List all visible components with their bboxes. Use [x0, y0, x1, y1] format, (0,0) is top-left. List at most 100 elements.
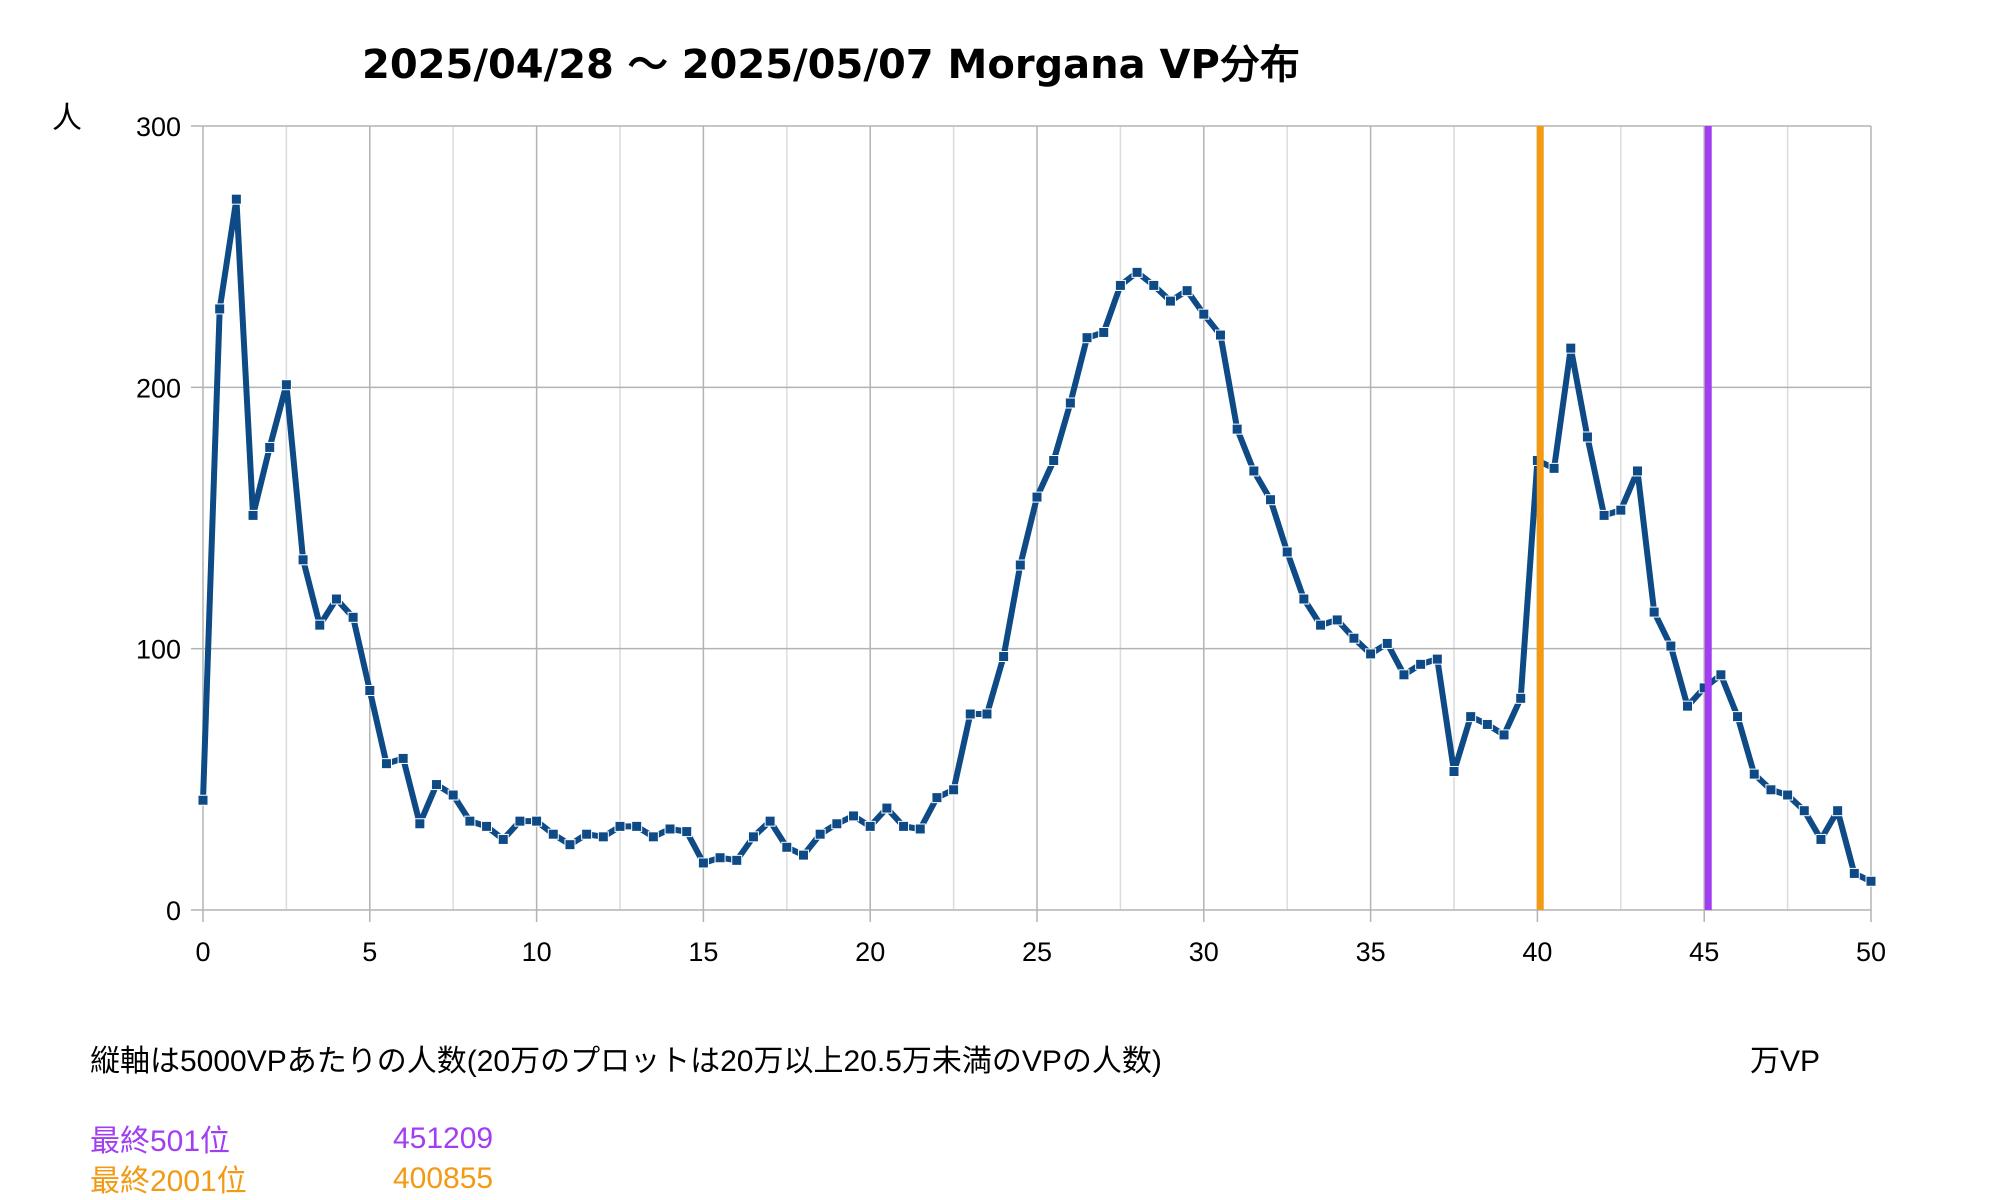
data-point — [564, 839, 576, 851]
legend-value-rank-501: 451209 — [393, 1122, 494, 1155]
data-point — [948, 784, 960, 796]
data-point — [1315, 619, 1327, 631]
data-point — [747, 831, 759, 843]
data-point — [531, 815, 543, 827]
data-point — [1348, 632, 1360, 644]
data-point — [1415, 658, 1427, 670]
data-point — [230, 193, 242, 205]
data-point — [1331, 614, 1343, 626]
data-point — [1648, 606, 1660, 618]
data-point — [731, 854, 743, 866]
data-point — [547, 828, 559, 840]
data-point — [1198, 308, 1210, 320]
data-point — [1581, 431, 1593, 443]
y-tick-label: 100 — [136, 635, 181, 665]
data-point — [1181, 285, 1193, 297]
data-point — [1231, 423, 1243, 435]
data-point — [1014, 559, 1026, 571]
data-point — [714, 852, 726, 864]
data-point — [1048, 455, 1060, 467]
data-point — [1848, 867, 1860, 879]
data-point — [1398, 669, 1410, 681]
x-tick-labels: 0 5 10 15 20 25 30 35 40 45 50 — [195, 937, 1886, 967]
data-point — [681, 826, 693, 838]
y-axis-label: 人 — [52, 102, 82, 135]
data-series — [197, 193, 1877, 887]
data-point — [1148, 279, 1160, 291]
data-point — [581, 828, 593, 840]
data-point — [1265, 494, 1277, 506]
data-point — [264, 441, 276, 453]
data-point — [1248, 465, 1260, 477]
x-tick-label: 0 — [195, 937, 210, 967]
x-tick-label: 35 — [1356, 937, 1386, 967]
data-point — [848, 810, 860, 822]
data-point — [797, 849, 809, 861]
data-point — [464, 815, 476, 827]
data-point — [1131, 266, 1143, 278]
data-point — [1298, 593, 1310, 605]
data-point — [1365, 648, 1377, 660]
legend-value-rank-2001: 400855 — [393, 1162, 494, 1195]
data-point — [514, 815, 526, 827]
x-tick-label: 15 — [688, 937, 718, 967]
data-point — [1031, 491, 1043, 503]
data-point — [1615, 504, 1627, 516]
data-point — [497, 833, 509, 845]
x-axis-unit-label: 万VP — [1750, 1045, 1821, 1078]
data-point — [214, 303, 226, 315]
data-point — [1798, 805, 1810, 817]
data-point — [314, 619, 326, 631]
data-point — [481, 820, 493, 832]
data-point — [764, 815, 776, 827]
data-point — [1465, 711, 1477, 723]
data-point — [1765, 784, 1777, 796]
data-point — [1064, 397, 1076, 409]
x-tick-label: 45 — [1689, 937, 1719, 967]
data-point — [1081, 332, 1093, 344]
data-point — [1164, 295, 1176, 307]
x-tick-label: 30 — [1189, 937, 1219, 967]
x-tick-label: 40 — [1522, 937, 1552, 967]
data-point — [347, 611, 359, 623]
data-point — [1598, 509, 1610, 521]
data-point — [998, 651, 1010, 663]
axis-note: 縦軸は5000VPあたりの人数(20万のプロットは20万以上20.5万未満のVP… — [90, 1045, 1162, 1078]
data-point — [247, 509, 259, 521]
data-point — [647, 831, 659, 843]
data-point — [397, 752, 409, 764]
data-point — [297, 554, 309, 566]
x-tick-label: 20 — [855, 937, 885, 967]
data-point — [1815, 833, 1827, 845]
data-point — [447, 789, 459, 801]
data-point — [1865, 875, 1877, 887]
data-point — [1548, 462, 1560, 474]
chart-title: 2025/04/28 ～ 2025/05/07 Morgana VP分布 — [362, 42, 1300, 88]
data-point — [1498, 729, 1510, 741]
data-point — [831, 818, 843, 830]
data-point — [1381, 637, 1393, 649]
rank-marker-lines — [1536, 126, 1712, 910]
data-point — [931, 792, 943, 804]
y-tick-label: 300 — [136, 112, 181, 142]
data-point — [1098, 326, 1110, 338]
data-point — [431, 779, 443, 791]
data-point — [1515, 692, 1527, 704]
data-point — [1732, 711, 1744, 723]
data-point — [1748, 768, 1760, 780]
legend-label-rank-501: 最終501位 — [90, 1125, 231, 1158]
data-point — [1832, 805, 1844, 817]
y-tick-label: 0 — [166, 896, 181, 926]
data-point — [1782, 789, 1794, 801]
y-tick-label: 200 — [136, 373, 181, 403]
data-point — [781, 841, 793, 853]
data-point — [964, 708, 976, 720]
minor-gridlines — [285, 126, 1789, 910]
data-point — [1281, 546, 1293, 558]
x-tick-label: 25 — [1022, 937, 1052, 967]
data-point — [1114, 279, 1126, 291]
data-point — [881, 802, 893, 814]
data-point — [1431, 653, 1443, 665]
data-point — [1715, 669, 1727, 681]
